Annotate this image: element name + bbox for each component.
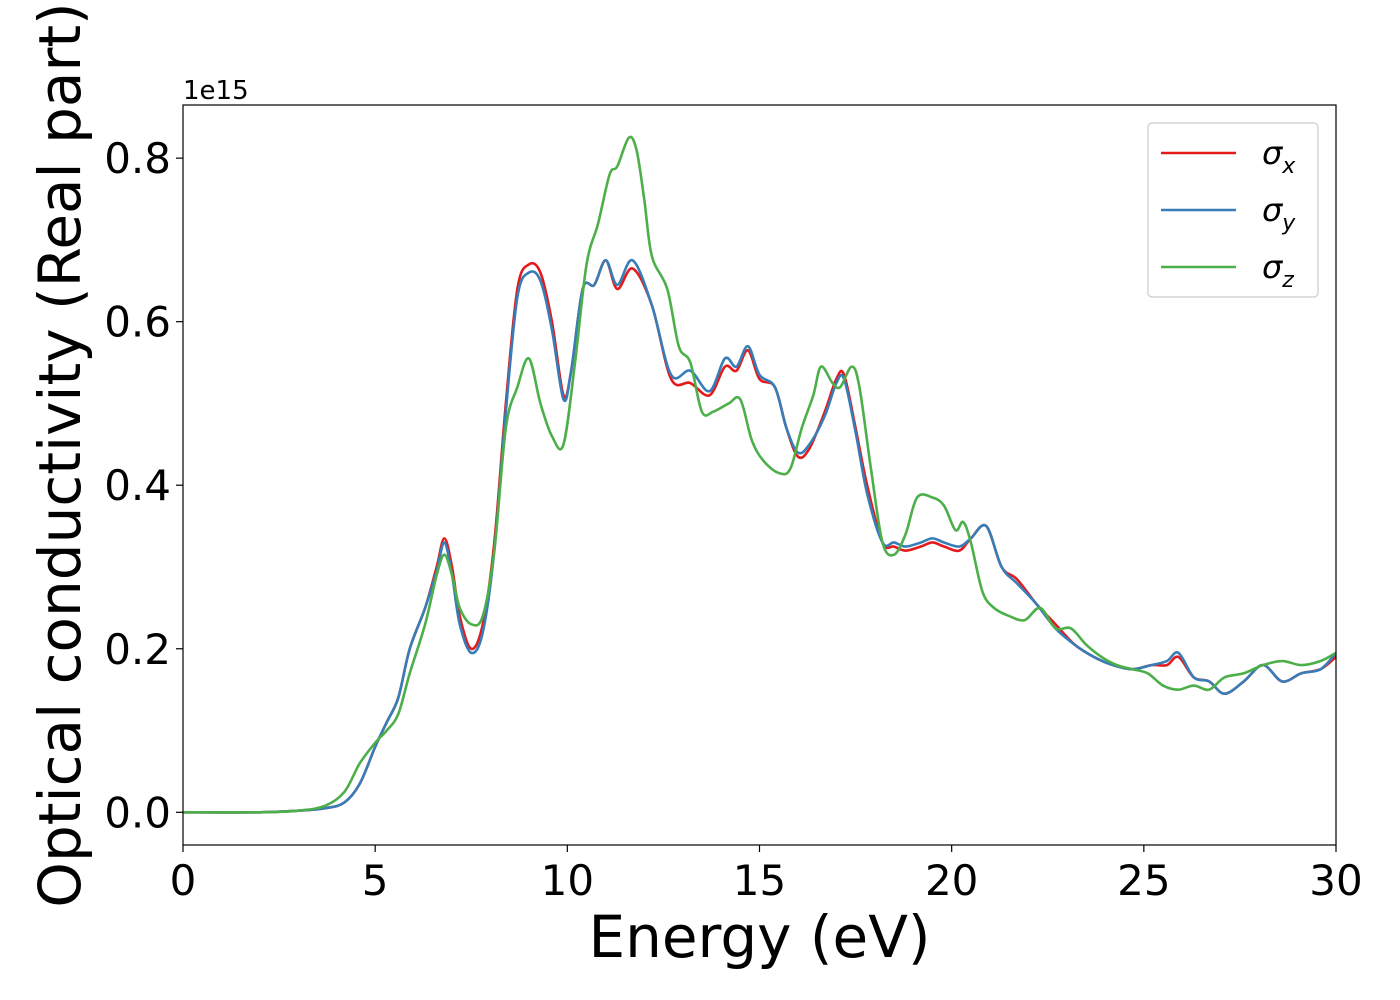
x-tick-label: 20 — [925, 856, 978, 905]
y-tick-label: 0.2 — [104, 625, 171, 674]
x-tick-label: 10 — [541, 856, 594, 905]
y-tick-label: 0.4 — [104, 461, 171, 510]
y-axis-title: Optical conductivity (Real part) — [26, 2, 94, 907]
legend-label-y: σy — [1262, 191, 1296, 236]
x-tick-label: 30 — [1309, 856, 1362, 905]
y-offset-label: 1e15 — [183, 76, 249, 106]
legend: σx σy σz — [1147, 122, 1319, 298]
legend-label-x: σx — [1262, 134, 1296, 179]
series-layer — [183, 135, 1336, 814]
x-tick-label: 25 — [1117, 856, 1170, 905]
y-tick-label: 0.0 — [104, 788, 171, 837]
y-axis: 0.0 0.2 0.4 0.6 0.8 — [104, 134, 183, 837]
series-line-z — [183, 135, 1336, 814]
y-tick-label: 0.8 — [104, 134, 171, 183]
x-axis: 0 5 10 15 20 25 30 — [170, 845, 1363, 905]
x-axis-title: Energy (eV) — [588, 903, 930, 971]
x-tick-label: 5 — [362, 856, 389, 905]
y-tick-label: 0.6 — [104, 298, 171, 347]
series-line-x — [183, 259, 1336, 814]
series-line-y — [183, 259, 1336, 814]
x-tick-label: 0 — [170, 856, 197, 905]
legend-label-z: σz — [1262, 248, 1294, 293]
x-tick-label: 15 — [733, 856, 786, 905]
